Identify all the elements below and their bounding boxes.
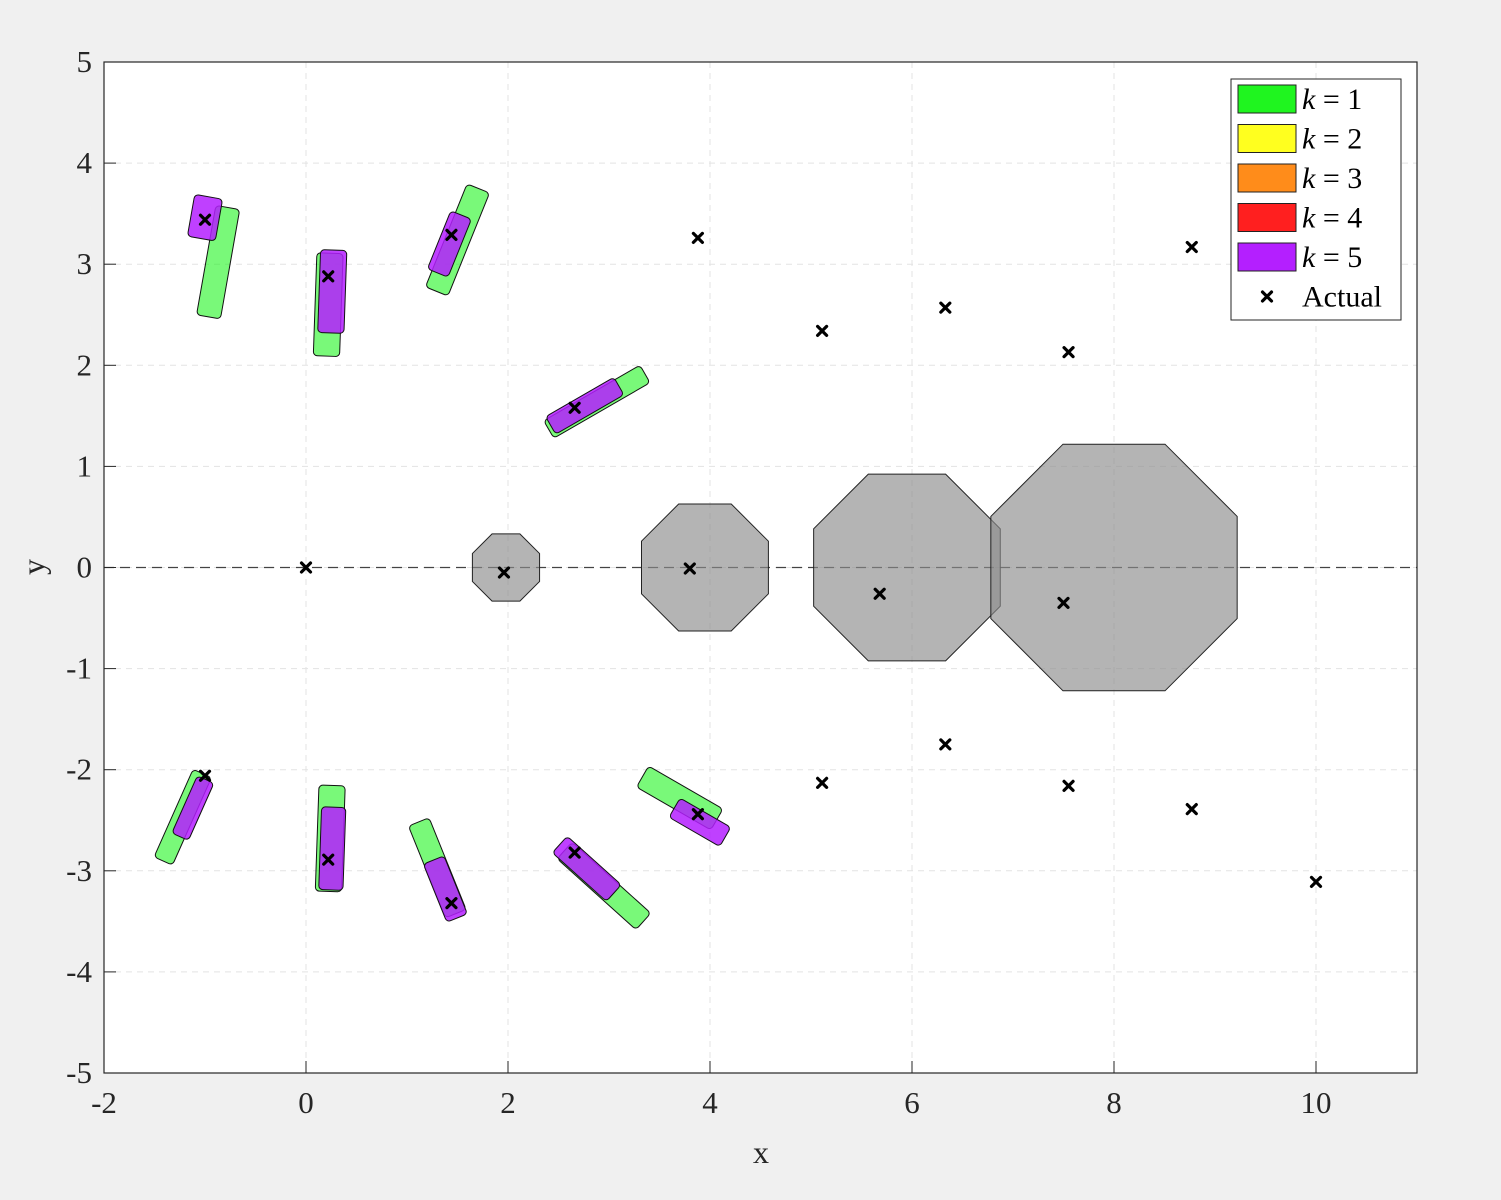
x-tick-label: 6	[904, 1085, 920, 1120]
actual-point-marker	[445, 228, 458, 241]
actual-point-marker	[1185, 803, 1198, 816]
x-tick-label: 4	[702, 1085, 718, 1120]
y-tick-label: -4	[66, 954, 92, 989]
actual-point-marker	[939, 301, 952, 314]
legend-label-k2: k = 2	[1302, 123, 1362, 156]
y-tick-label: -2	[66, 752, 92, 787]
actual-point-marker	[568, 401, 581, 414]
actual-point-marker	[497, 566, 511, 579]
estimate-sets	[154, 184, 1238, 929]
axis-ticks: -2 0 2 4 6 8 10 -5 -4 -3 -2 -1 0 1 2 3 4 5	[66, 44, 1331, 1120]
y-tick-label: 4	[77, 145, 93, 180]
legend-swatch-k4	[1237, 203, 1297, 232]
legend-label-k5: k = 5	[1302, 241, 1362, 274]
x-tick-label: 8	[1106, 1085, 1122, 1120]
x-tick-label: 0	[298, 1085, 314, 1120]
estimate-set-k5	[669, 798, 730, 846]
y-axis-label: y	[15, 559, 51, 575]
estimate-set-k1	[196, 205, 240, 319]
legend-label-k1: k = 1	[1302, 83, 1362, 116]
actual-point-marker	[816, 324, 829, 338]
x-tick-label: 2	[500, 1085, 516, 1120]
legend-box	[1230, 78, 1402, 321]
actual-point-marker	[1185, 240, 1198, 254]
actual-point-marker	[198, 769, 212, 782]
actual-point-marker	[1057, 596, 1070, 609]
legend-swatch-k2	[1237, 124, 1297, 153]
y-tick-label: -5	[66, 1055, 92, 1090]
legend-label-actual: Actual	[1302, 281, 1382, 314]
actual-point-marker	[445, 897, 458, 910]
estimate-set-k5	[172, 776, 214, 840]
actual-point-marker	[568, 846, 581, 859]
obstacle-octagon	[640, 503, 769, 632]
actual-point-marker	[939, 738, 952, 751]
estimate-set-k5	[318, 806, 347, 891]
actual-point-marker	[198, 213, 212, 226]
obstacle-octagon	[813, 473, 1001, 662]
y-tick-label: 1	[77, 448, 93, 483]
actual-markers	[198, 213, 1323, 910]
legend: k = 1 k = 2 k = 3 k = 4 k = 5 Actual	[1230, 78, 1402, 321]
y-tick-label: 5	[77, 44, 93, 79]
y-tick-label: -1	[66, 651, 92, 686]
actual-point-marker	[873, 587, 886, 600]
y-tick-label: 2	[77, 347, 93, 382]
x-tick-label: -2	[91, 1085, 117, 1120]
estimate-set-k5	[428, 211, 471, 277]
legend-swatch-k3	[1237, 163, 1297, 193]
legend-label-k3: k = 3	[1302, 162, 1362, 195]
legend-label-k4: k = 4	[1302, 202, 1362, 235]
actual-point-marker	[1062, 346, 1075, 359]
actual-point-marker	[1309, 875, 1323, 889]
estimate-set-k5	[317, 249, 348, 334]
obstacle-octagon	[471, 533, 541, 602]
legend-marker-actual	[1260, 290, 1274, 303]
actual-point-marker	[816, 776, 829, 789]
estimate-set-k5	[546, 378, 623, 434]
actual-point-marker	[691, 808, 704, 821]
y-tick-label: 0	[77, 550, 93, 585]
estimate-set-k5	[553, 837, 621, 901]
actual-point-marker	[691, 231, 704, 245]
y-tick-label: 3	[77, 246, 93, 281]
actual-point-marker	[683, 562, 696, 575]
actual-point-marker	[322, 270, 335, 283]
actual-point-marker	[322, 853, 335, 866]
x-axis-label: x	[753, 1134, 769, 1170]
obstacle-octagon	[990, 443, 1238, 692]
actual-point-marker	[299, 561, 313, 574]
actual-point-marker	[1062, 779, 1075, 792]
y-tick-label: -3	[66, 853, 92, 888]
legend-swatch-k1	[1237, 84, 1297, 114]
estimate-set-k5	[424, 856, 467, 922]
legend-swatch-k5	[1237, 242, 1297, 272]
x-tick-label: 10	[1301, 1085, 1332, 1120]
